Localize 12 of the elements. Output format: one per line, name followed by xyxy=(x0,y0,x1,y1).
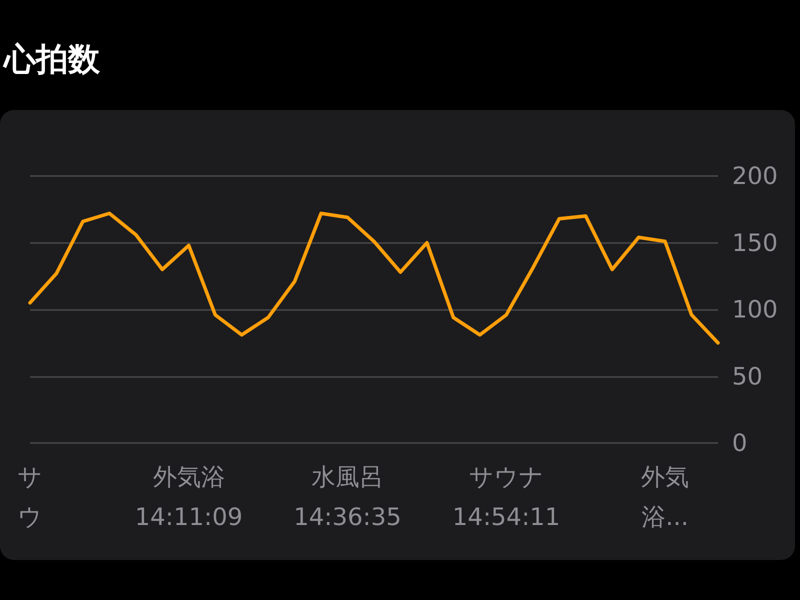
y-tick-label: 0 xyxy=(732,429,748,457)
line-series xyxy=(28,212,720,345)
x-tick-label: 外気浴 14:11:09 xyxy=(134,463,243,531)
y-tick-label: 150 xyxy=(732,228,778,257)
chart-title: 心拍数 xyxy=(4,39,100,80)
x-tick-label: 外気浴... xyxy=(641,463,690,531)
x-tick-label: サウ xyxy=(18,463,42,531)
x-tick-label: 水風呂 14:36:35 xyxy=(294,463,402,531)
x-tick-label: サウナ 14:54:11 xyxy=(452,463,560,531)
y-tick-label: 50 xyxy=(732,362,763,390)
y-tick-label: 100 xyxy=(732,296,778,324)
y-tick-label: 200 xyxy=(732,162,778,190)
